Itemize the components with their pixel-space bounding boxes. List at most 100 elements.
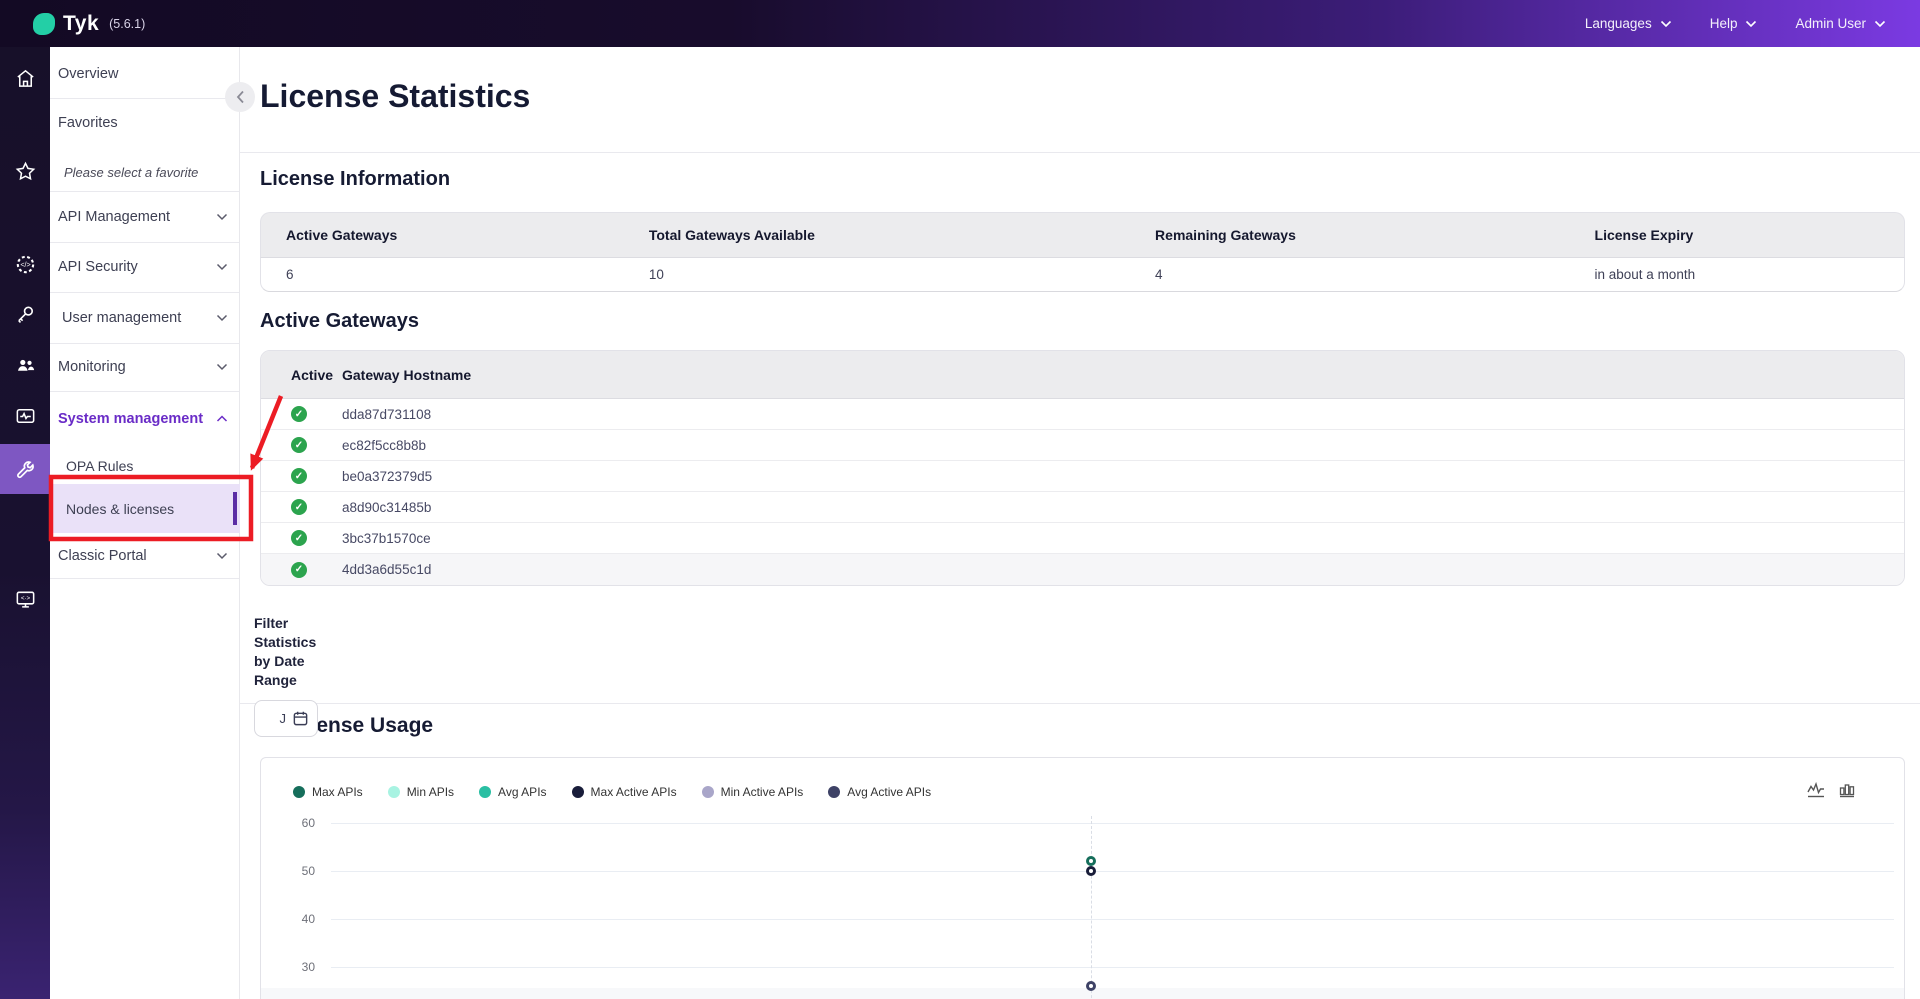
api-management-label: API Management xyxy=(58,208,171,225)
table-row: ✓ be0a372379d5 xyxy=(261,461,1904,492)
active-gateways-heading: Active Gateways xyxy=(260,310,419,332)
gateway-hostname: dda87d731108 xyxy=(342,406,432,422)
legend-dot xyxy=(701,786,714,798)
remaining-gateways-value: 4 xyxy=(1130,257,1570,292)
column-header: Remaining Gateways xyxy=(1130,212,1570,257)
active-check-icon: ✓ xyxy=(291,530,307,546)
sidebar-item-api-management[interactable]: API Management xyxy=(50,191,240,242)
chart-legend: Max APIs Min APIs Avg APIs Max Active AP… xyxy=(293,785,931,799)
favorites-hint: Please select a favorite xyxy=(64,165,199,180)
home-icon[interactable] xyxy=(0,58,50,98)
legend-label: Avg Active APIs xyxy=(847,785,932,799)
selected-item-bar xyxy=(233,492,237,525)
date-input-value: J xyxy=(279,711,287,726)
svg-text:<·>: <·> xyxy=(20,595,30,602)
sidebar-item-api-security[interactable]: API Security xyxy=(50,242,240,292)
legend-item-avg-active-apis[interactable]: Avg Active APIs xyxy=(828,785,931,799)
table-header-row: Active Gateway Hostname xyxy=(261,351,1904,399)
column-header: Active Gateways xyxy=(260,212,624,257)
data-point-marker[interactable] xyxy=(1086,981,1096,992)
data-point-marker[interactable] xyxy=(1086,866,1096,876)
overview-label: Overview xyxy=(58,65,119,82)
sidebar-item-opa-rules[interactable]: OPA Rules xyxy=(50,447,240,484)
system-management-label: System management xyxy=(58,411,204,427)
filter-label-line: Filter xyxy=(254,615,289,631)
nodes-licenses-label: Nodes & licenses xyxy=(66,500,175,517)
chevron-down-icon xyxy=(216,263,228,271)
active-gateways-value: 6 xyxy=(260,257,624,292)
data-point-marker[interactable] xyxy=(1086,856,1096,867)
chevron-down-icon xyxy=(216,363,228,371)
active-check-icon: ✓ xyxy=(291,437,307,453)
monitoring-icon[interactable] xyxy=(0,396,50,436)
license-information-heading: License Information xyxy=(260,168,451,190)
classic-portal-icon[interactable]: <·> xyxy=(0,579,50,619)
gridline xyxy=(331,823,1894,824)
chevron-left-icon xyxy=(236,90,244,104)
svg-text:</>: </> xyxy=(20,261,30,269)
chevron-down-icon xyxy=(216,314,228,321)
sidebar-item-favorites[interactable]: Favorites xyxy=(50,99,240,147)
user-management-label: User management xyxy=(62,309,182,326)
chevron-down-icon xyxy=(1874,20,1886,27)
api-security-key-icon[interactable] xyxy=(0,294,50,334)
favorites-star-icon[interactable] xyxy=(0,151,50,191)
admin-user-menu[interactable]: Admin User xyxy=(1795,16,1886,31)
tyk-leaf-icon xyxy=(33,12,55,35)
user-management-icon[interactable] xyxy=(0,345,50,385)
legend-item-max-active-apis[interactable]: Max Active APIs xyxy=(571,785,677,799)
legend-dot xyxy=(387,786,400,798)
hostname-column-header: Gateway Hostname xyxy=(342,366,472,383)
languages-menu[interactable]: Languages xyxy=(1585,16,1672,31)
y-axis-tick-label: 50 xyxy=(301,864,315,878)
sidebar-item-nodes-licenses[interactable]: Nodes & licenses xyxy=(50,484,240,533)
bar-chart-toggle-button[interactable] xyxy=(1838,782,1856,799)
brand-name: Tyk xyxy=(63,11,100,35)
collapse-sidebar-button[interactable] xyxy=(225,82,255,112)
chevron-down-icon xyxy=(1660,20,1671,27)
sidebar-item-user-management[interactable]: User management xyxy=(50,292,240,343)
legend-label: Max Active APIs xyxy=(590,785,677,799)
table-row: ✓ a8d90c31485b xyxy=(261,492,1904,523)
legend-item-avg-apis[interactable]: Avg APIs xyxy=(479,785,547,799)
tyk-logo[interactable]: Tyk (5.6.1) xyxy=(33,12,145,36)
legend-item-min-apis[interactable]: Min APIs xyxy=(387,785,454,799)
license-information-table: Active Gateways Total Gateways Available… xyxy=(260,212,1905,292)
gateway-hostname: be0a372379d5 xyxy=(342,468,433,484)
active-column-header: Active xyxy=(291,366,334,383)
chart-bottom-strip xyxy=(261,988,1904,999)
table-row: ✓ ec82f5cc8b8b xyxy=(261,430,1904,461)
api-management-icon[interactable]: </> xyxy=(0,244,50,284)
sidebar-item-system-management[interactable]: System management xyxy=(50,391,240,447)
monitoring-label: Monitoring xyxy=(58,359,126,375)
legend-dot xyxy=(828,786,841,798)
license-usage-chart-card: Max APIs Min APIs Avg APIs Max Active AP… xyxy=(260,757,1905,999)
admin-user-label: Admin User xyxy=(1795,16,1866,31)
total-gateways-value: 10 xyxy=(623,257,1131,292)
table-row: ✓ 4dd3a6d55c1d xyxy=(261,554,1904,585)
line-chart-toggle-button[interactable] xyxy=(1806,782,1826,799)
table-row: ✓ dda87d731108 xyxy=(261,399,1904,430)
header-divider xyxy=(240,152,1920,153)
sidebar-item-classic-portal[interactable]: Classic Portal xyxy=(50,533,240,578)
top-bar: Tyk (5.6.1) Languages Help Admin User xyxy=(0,0,1920,47)
chevron-up-icon xyxy=(216,415,228,422)
legend-dot xyxy=(479,786,492,798)
legend-item-max-apis[interactable]: Max APIs xyxy=(293,785,363,799)
filter-label-line: by Date xyxy=(254,653,305,669)
active-gateways-table: Active Gateway Hostname ✓ dda87d731108 ✓… xyxy=(260,350,1905,586)
y-axis-tick-label: 40 xyxy=(301,912,315,926)
sidebar-item-overview[interactable]: Overview xyxy=(50,48,240,99)
sidebar-item-monitoring[interactable]: Monitoring xyxy=(50,343,240,391)
languages-label: Languages xyxy=(1584,16,1652,31)
axis-pointer-dashed-line xyxy=(1091,816,1092,999)
help-menu[interactable]: Help xyxy=(1710,16,1758,31)
legend-item-min-active-apis[interactable]: Min Active APIs xyxy=(701,785,803,799)
system-management-wrench-icon[interactable] xyxy=(0,444,50,494)
calendar-icon xyxy=(293,711,308,726)
legend-dot xyxy=(571,786,584,798)
table-row: ✓ 3bc37b1570ce xyxy=(261,523,1904,554)
chevron-down-icon xyxy=(216,552,228,559)
active-check-icon: ✓ xyxy=(291,406,307,422)
date-range-input[interactable]: J xyxy=(254,700,318,737)
